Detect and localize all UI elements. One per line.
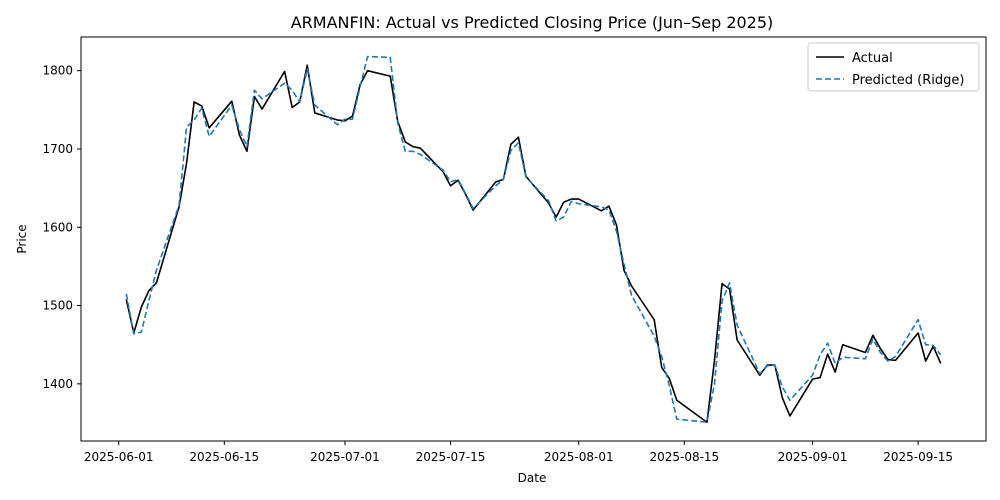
x-tick-label: 2025-09-15 (883, 450, 953, 464)
chart-title: ARMANFIN: Actual vs Predicted Closing Pr… (291, 13, 774, 32)
x-tick-label: 2025-06-01 (84, 450, 154, 464)
legend-label: Actual (852, 51, 893, 66)
y-tick-label: 1600 (42, 220, 73, 234)
x-tick-label: 2025-08-15 (649, 450, 719, 464)
y-axis: 1400 1500 1600 1700 1800 (42, 64, 81, 391)
x-axis-title: Date (518, 471, 547, 485)
x-tick-label: 2025-08-01 (544, 450, 614, 464)
y-tick-label: 1700 (42, 142, 73, 156)
series-layer (125, 55, 942, 424)
x-tick-label: 2025-07-15 (416, 450, 486, 464)
y-axis-title: Price (15, 224, 29, 253)
x-tick-label: 2025-06-15 (189, 450, 259, 464)
legend-label: Predicted (Ridge) (852, 73, 964, 88)
legend: Actual Predicted (Ridge) (807, 42, 980, 92)
x-tick-label: 2025-07-01 (310, 450, 380, 464)
plot-area: 2025-06-01 2025-06-15 2025-07-01 2025-07-15… (42, 36, 987, 464)
series-line-predicted (125, 55, 942, 424)
x-tick-label: 2025-09-01 (778, 450, 848, 464)
x-axis: 2025-06-01 2025-06-15 2025-07-01 2025-07-15… (84, 441, 953, 464)
plot-frame (80, 36, 987, 442)
y-tick-label: 1800 (42, 64, 73, 78)
legend-box (807, 42, 980, 92)
y-tick-label: 1500 (42, 299, 73, 313)
y-tick-label: 1400 (42, 377, 73, 391)
